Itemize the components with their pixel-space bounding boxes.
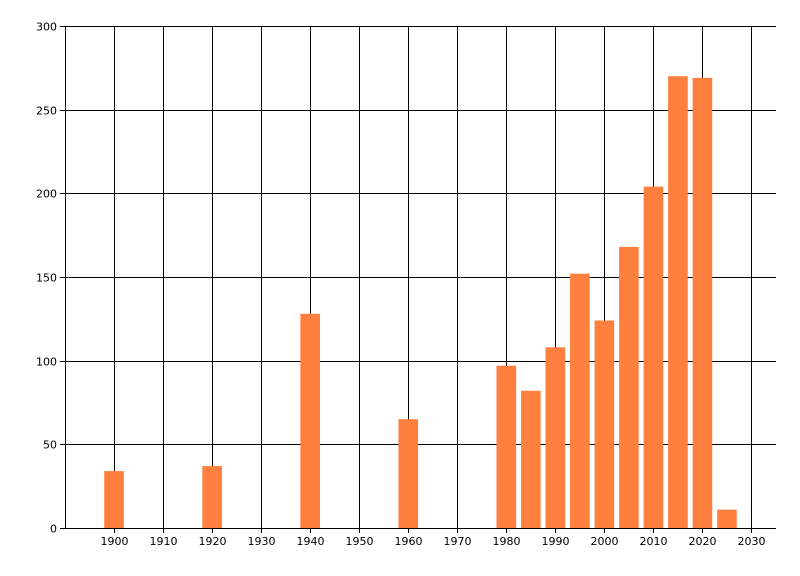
x-tick-label: 1920 (199, 535, 227, 548)
bar-layer (104, 76, 737, 528)
x-tick-label: 1900 (101, 535, 129, 548)
label-layer: 0 50 100 150 200 250 300 1900 1910 1920 1930 1940 19… (36, 21, 766, 549)
bar-1920 (202, 466, 222, 528)
y-tick-label: 200 (36, 188, 57, 201)
bar-2010 (643, 186, 664, 528)
x-tick-label: 1950 (346, 535, 374, 548)
x-tick-label: 2000 (591, 535, 619, 548)
x-tick-label: 1960 (395, 535, 423, 548)
bar-1940 (300, 313, 320, 528)
x-tick-label: 1970 (444, 535, 472, 548)
bar-2025 (717, 509, 737, 528)
x-tick-label: 2020 (689, 535, 717, 548)
y-tick-label: 250 (36, 105, 57, 118)
y-tick-label: 150 (36, 272, 57, 285)
bar-1900 (104, 471, 124, 528)
x-tick-label: 2030 (738, 535, 766, 548)
x-tick-label: 1940 (297, 535, 325, 548)
bar-1995 (570, 273, 590, 528)
x-tick-label: 1910 (150, 535, 178, 548)
y-tick-label: 50 (43, 439, 57, 452)
bar-2020 (692, 77, 713, 528)
bar-1960 (398, 419, 419, 528)
bar-2000 (594, 320, 615, 528)
axis-layer (60, 26, 776, 533)
bar-1985 (521, 390, 541, 528)
x-tick-label: 2010 (640, 535, 668, 548)
y-tick-label: 100 (36, 356, 57, 369)
y-tick-label: 0 (50, 523, 57, 536)
x-tick-label: 1980 (493, 535, 521, 548)
bar-2015 (668, 76, 688, 528)
bar-1990 (545, 347, 566, 528)
x-tick-label: 1990 (542, 535, 570, 548)
x-tick-label: 1930 (248, 535, 276, 548)
y-tick-label: 300 (36, 21, 57, 34)
bar-1980 (496, 365, 517, 528)
bar-2005 (619, 246, 639, 528)
